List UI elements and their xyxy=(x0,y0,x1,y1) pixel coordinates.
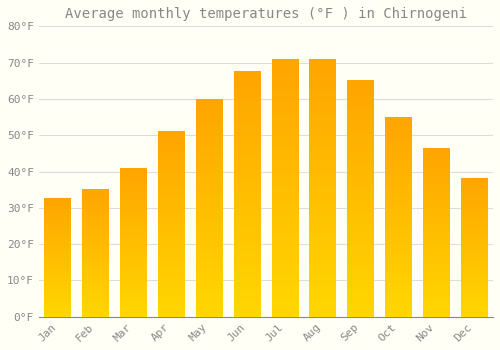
Title: Average monthly temperatures (°F ) in Chirnogeni: Average monthly temperatures (°F ) in Ch… xyxy=(65,7,467,21)
